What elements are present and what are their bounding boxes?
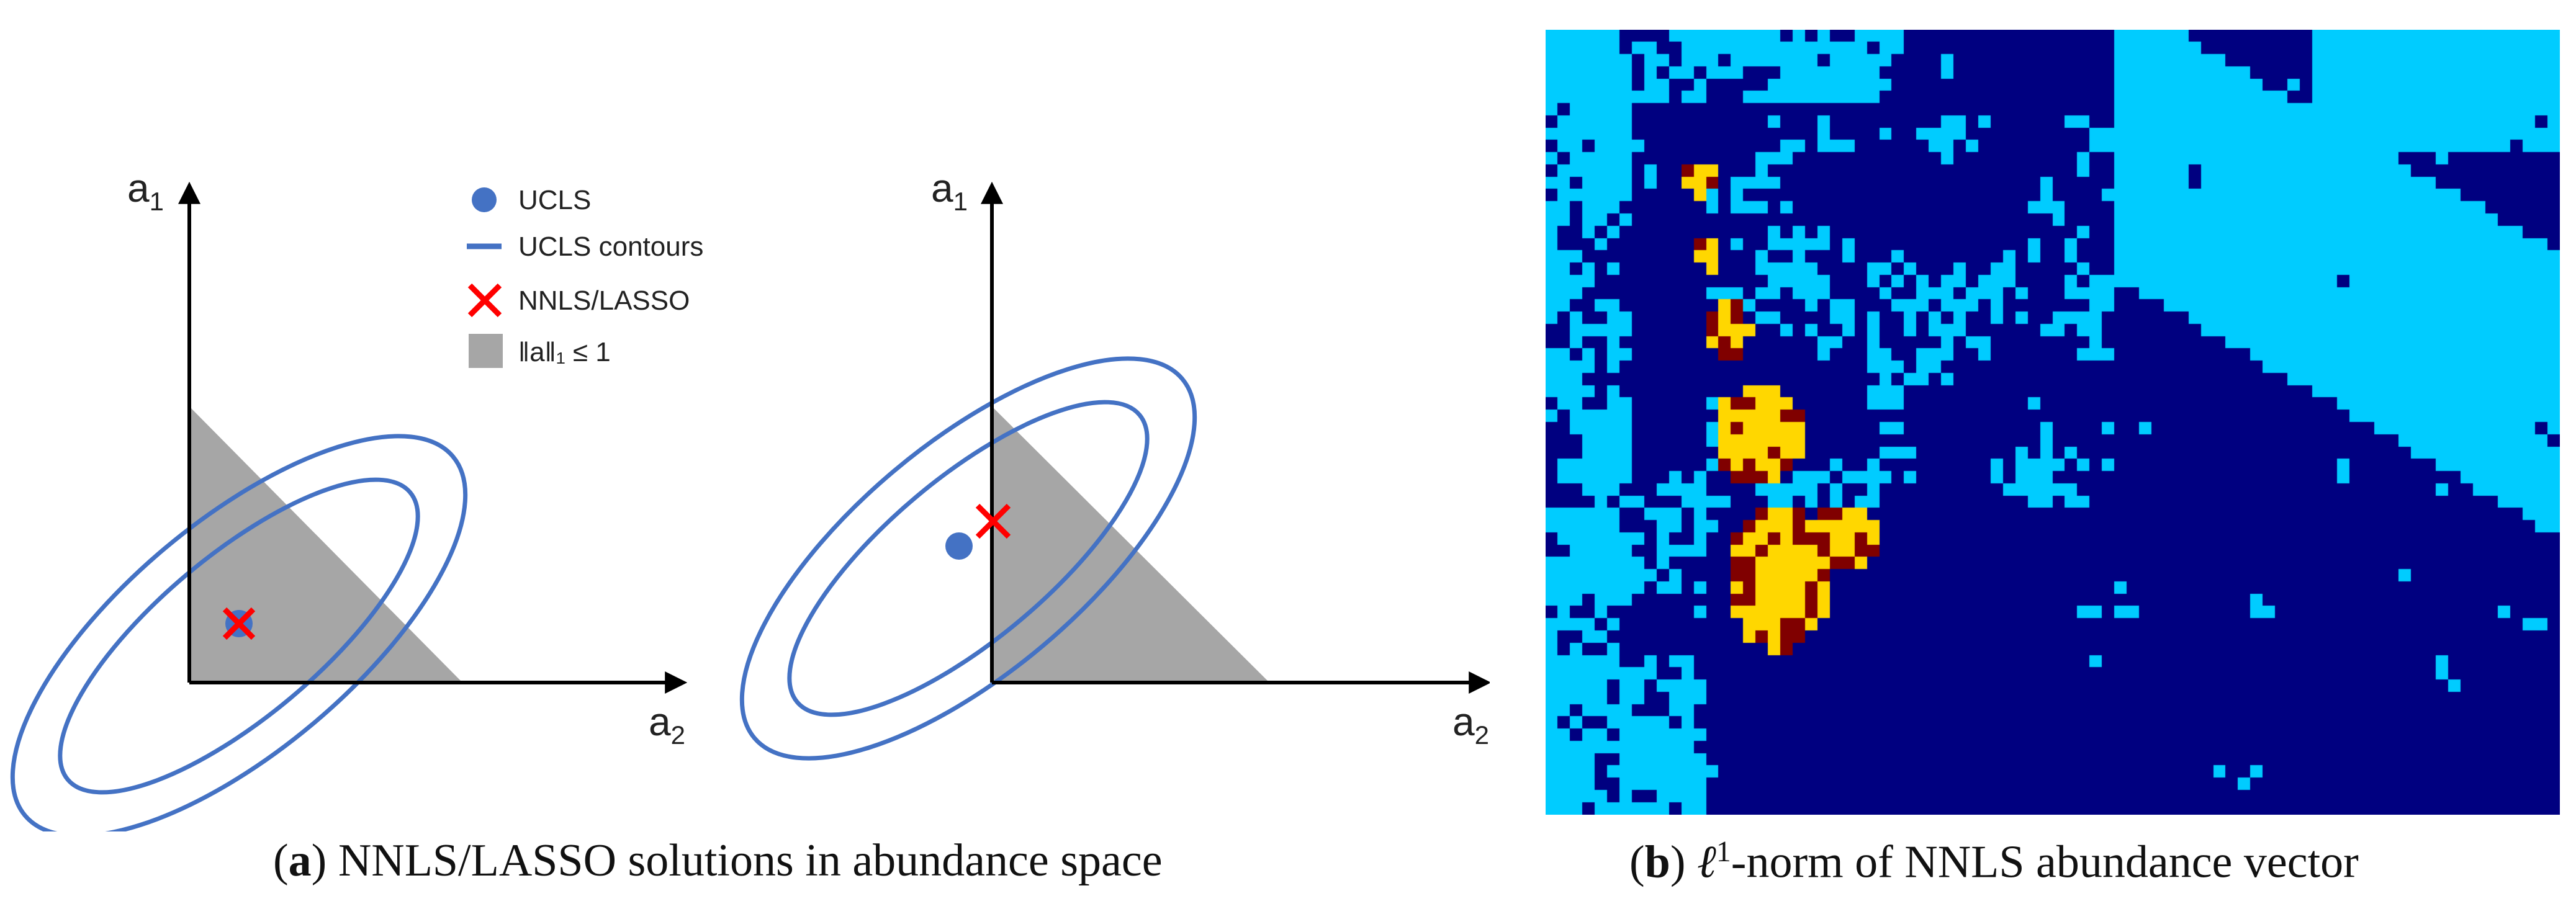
y-axis-label-left: a1 <box>127 166 164 216</box>
caption-b: (b) ℓ1-norm of NNLS abundance vector <box>1629 835 2359 888</box>
gray-square-icon <box>469 334 503 368</box>
ucls-contour-outer-left <box>10 434 468 831</box>
legend: UCLS UCLS contours NNLS/LASSO ‖a‖₁ ≤ 1 <box>467 185 703 368</box>
caption-a-text: NNLS/LASSO solutions in abundance space <box>338 835 1163 886</box>
l1-constraint-region-right <box>992 406 1269 683</box>
legend-label-ucls-contours: UCLS contours <box>518 231 703 262</box>
legend-label-ucls: UCLS <box>518 185 591 215</box>
l1-constraint-region-left <box>189 406 462 683</box>
left-plot: a1 a2 <box>10 166 688 831</box>
nnls-lasso-marker-left <box>222 607 256 640</box>
legend-label-nnls-lasso: NNLS/LASSO <box>518 285 690 316</box>
ucls-contour-inner-left <box>58 477 420 795</box>
ucls-contour-inner-right <box>787 400 1150 717</box>
ucls-contour-outer-right <box>739 356 1197 761</box>
legend-label-l1-ball: ‖a‖₁ ≤ 1 <box>518 337 611 367</box>
red-x-icon <box>467 283 502 318</box>
panel-a-diagram: a1 a2 UCLS UCLS contours NNLS/LASSO ‖a‖₁… <box>10 166 1490 831</box>
caption-b-text: -norm of NNLS abundance vector <box>1731 836 2359 888</box>
y-axis-label-right: a1 <box>931 166 968 216</box>
caption-b-superscript: 1 <box>1716 835 1731 868</box>
l1-norm-heatmap <box>1546 30 2560 815</box>
x-axis-label-right: a2 <box>1452 699 1489 750</box>
caption-a: (a) NNLS/LASSO solutions in abundance sp… <box>273 835 1163 886</box>
ucls-point-right <box>945 532 973 560</box>
caption-a-letter: a <box>288 835 312 886</box>
nnls-lasso-marker-right <box>975 503 1011 539</box>
blue-dot-icon <box>472 187 497 212</box>
caption-b-letter: b <box>1644 836 1670 888</box>
right-plot: a1 a2 <box>739 166 1490 761</box>
x-axis-label-left: a2 <box>649 699 685 750</box>
heatmap-canvas <box>1546 30 2560 815</box>
